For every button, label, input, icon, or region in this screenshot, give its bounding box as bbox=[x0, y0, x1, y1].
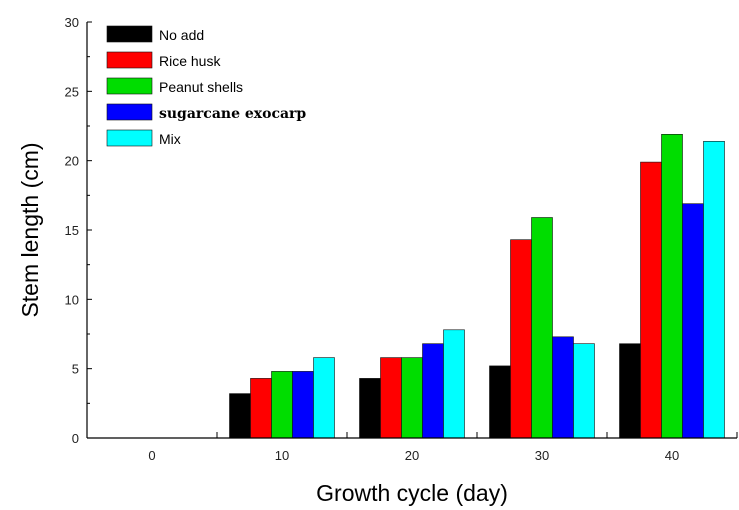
bar-no-add-10 bbox=[229, 393, 251, 439]
bar-mix-10 bbox=[313, 357, 335, 439]
axes-group: 0 5 10 15 20 25 30 0 10 20 30 40 bbox=[65, 15, 738, 463]
bar-mix-20 bbox=[443, 329, 465, 439]
bar-rice-husk-40 bbox=[640, 161, 662, 439]
bar-peanut-shells-30 bbox=[531, 217, 553, 439]
legend-label-peanut-shells: Peanut shells bbox=[159, 79, 243, 95]
legend-label-no-add: No add bbox=[159, 27, 204, 43]
bar-mix-30 bbox=[573, 343, 595, 439]
bar-rice-husk-10 bbox=[250, 378, 272, 439]
y-tick-label: 5 bbox=[72, 362, 79, 377]
bar-no-add-40 bbox=[619, 343, 641, 439]
bars-group bbox=[229, 134, 725, 439]
bar-mix-40 bbox=[703, 141, 725, 439]
bar-peanut-shells-10 bbox=[271, 371, 293, 439]
bar-peanut-shells-20 bbox=[401, 357, 423, 439]
bar-no-add-20 bbox=[359, 378, 381, 439]
y-tick-label: 10 bbox=[65, 292, 79, 307]
bar-sugarcane-exocarp-40 bbox=[682, 203, 704, 439]
legend-swatch-rice-husk bbox=[106, 51, 153, 69]
y-tick-label: 20 bbox=[65, 154, 79, 169]
y-tick-label: 15 bbox=[65, 223, 79, 238]
legend-label-sugarcane-exocarp: sugarcane exocarp bbox=[159, 106, 306, 122]
bar-rice-husk-30 bbox=[510, 239, 532, 439]
legend-swatch-no-add bbox=[106, 25, 153, 43]
x-tick-label: 40 bbox=[665, 448, 679, 463]
legend-swatch-sugarcane-exocarp bbox=[106, 103, 153, 121]
legend-swatch-peanut-shells bbox=[106, 77, 153, 95]
bar-sugarcane-exocarp-30 bbox=[552, 336, 574, 439]
y-tick-label: 25 bbox=[65, 84, 79, 99]
bar-no-add-30 bbox=[489, 365, 511, 439]
x-axis-title: Growth cycle (day) bbox=[316, 480, 508, 506]
x-tick-label: 10 bbox=[275, 448, 289, 463]
legend-label-mix: Mix bbox=[159, 131, 181, 147]
x-tick-label: 0 bbox=[148, 448, 155, 463]
x-tick-label: 30 bbox=[535, 448, 549, 463]
legend-swatch-mix bbox=[106, 129, 153, 147]
legend-label-rice-husk: Rice husk bbox=[159, 53, 221, 69]
x-tick-label: 20 bbox=[405, 448, 419, 463]
bar-rice-husk-20 bbox=[380, 357, 402, 439]
legend: No add Rice husk Peanut shells sugarcane ex… bbox=[106, 25, 306, 147]
y-tick-label: 30 bbox=[65, 15, 79, 30]
y-tick-label: 0 bbox=[72, 431, 79, 446]
bar-sugarcane-exocarp-10 bbox=[292, 371, 314, 439]
bar-peanut-shells-40 bbox=[661, 134, 683, 439]
bar-sugarcane-exocarp-20 bbox=[422, 343, 444, 439]
y-axis-title: Stem length (cm) bbox=[17, 142, 43, 317]
